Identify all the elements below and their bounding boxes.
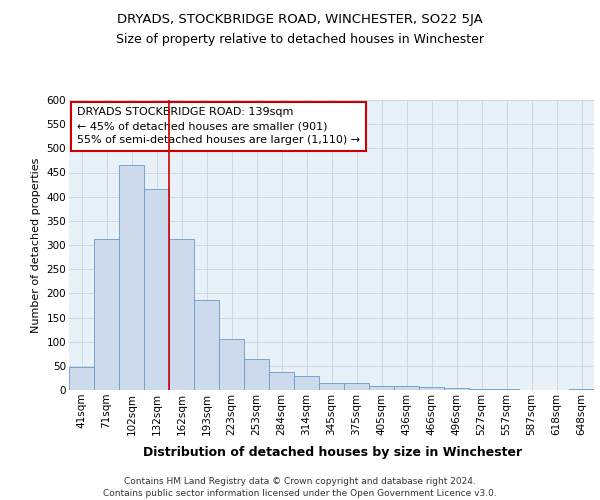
Bar (244, 358, 269, 390)
Bar (294, 376, 319, 390)
Bar (219, 339, 244, 390)
Text: Distribution of detached houses by size in Winchester: Distribution of detached houses by size … (143, 446, 523, 459)
Text: DRYADS STOCKBRIDGE ROAD: 139sqm
← 45% of detached houses are smaller (901)
55% o: DRYADS STOCKBRIDGE ROAD: 139sqm ← 45% of… (77, 108, 360, 146)
Bar (444, 388, 469, 390)
Bar (569, 389, 594, 390)
Bar (119, 165, 144, 390)
Bar (419, 386, 444, 390)
Bar (194, 300, 219, 390)
Bar (144, 190, 169, 390)
Bar (344, 383, 369, 390)
Text: DRYADS, STOCKBRIDGE ROAD, WINCHESTER, SO22 5JA: DRYADS, STOCKBRIDGE ROAD, WINCHESTER, SO… (117, 12, 483, 26)
Text: Contains public sector information licensed under the Open Government Licence v3: Contains public sector information licen… (103, 490, 497, 498)
Bar (469, 389, 494, 390)
Text: Contains HM Land Registry data © Crown copyright and database right 2024.: Contains HM Land Registry data © Crown c… (124, 476, 476, 486)
Text: Size of property relative to detached houses in Winchester: Size of property relative to detached ho… (116, 32, 484, 46)
Bar (94, 239, 119, 390)
Bar (369, 386, 394, 390)
Bar (394, 386, 419, 390)
Bar (69, 367, 94, 390)
Bar (319, 383, 344, 390)
Bar (494, 389, 519, 390)
Bar (169, 239, 194, 390)
Bar (269, 372, 294, 390)
Y-axis label: Number of detached properties: Number of detached properties (31, 158, 41, 332)
